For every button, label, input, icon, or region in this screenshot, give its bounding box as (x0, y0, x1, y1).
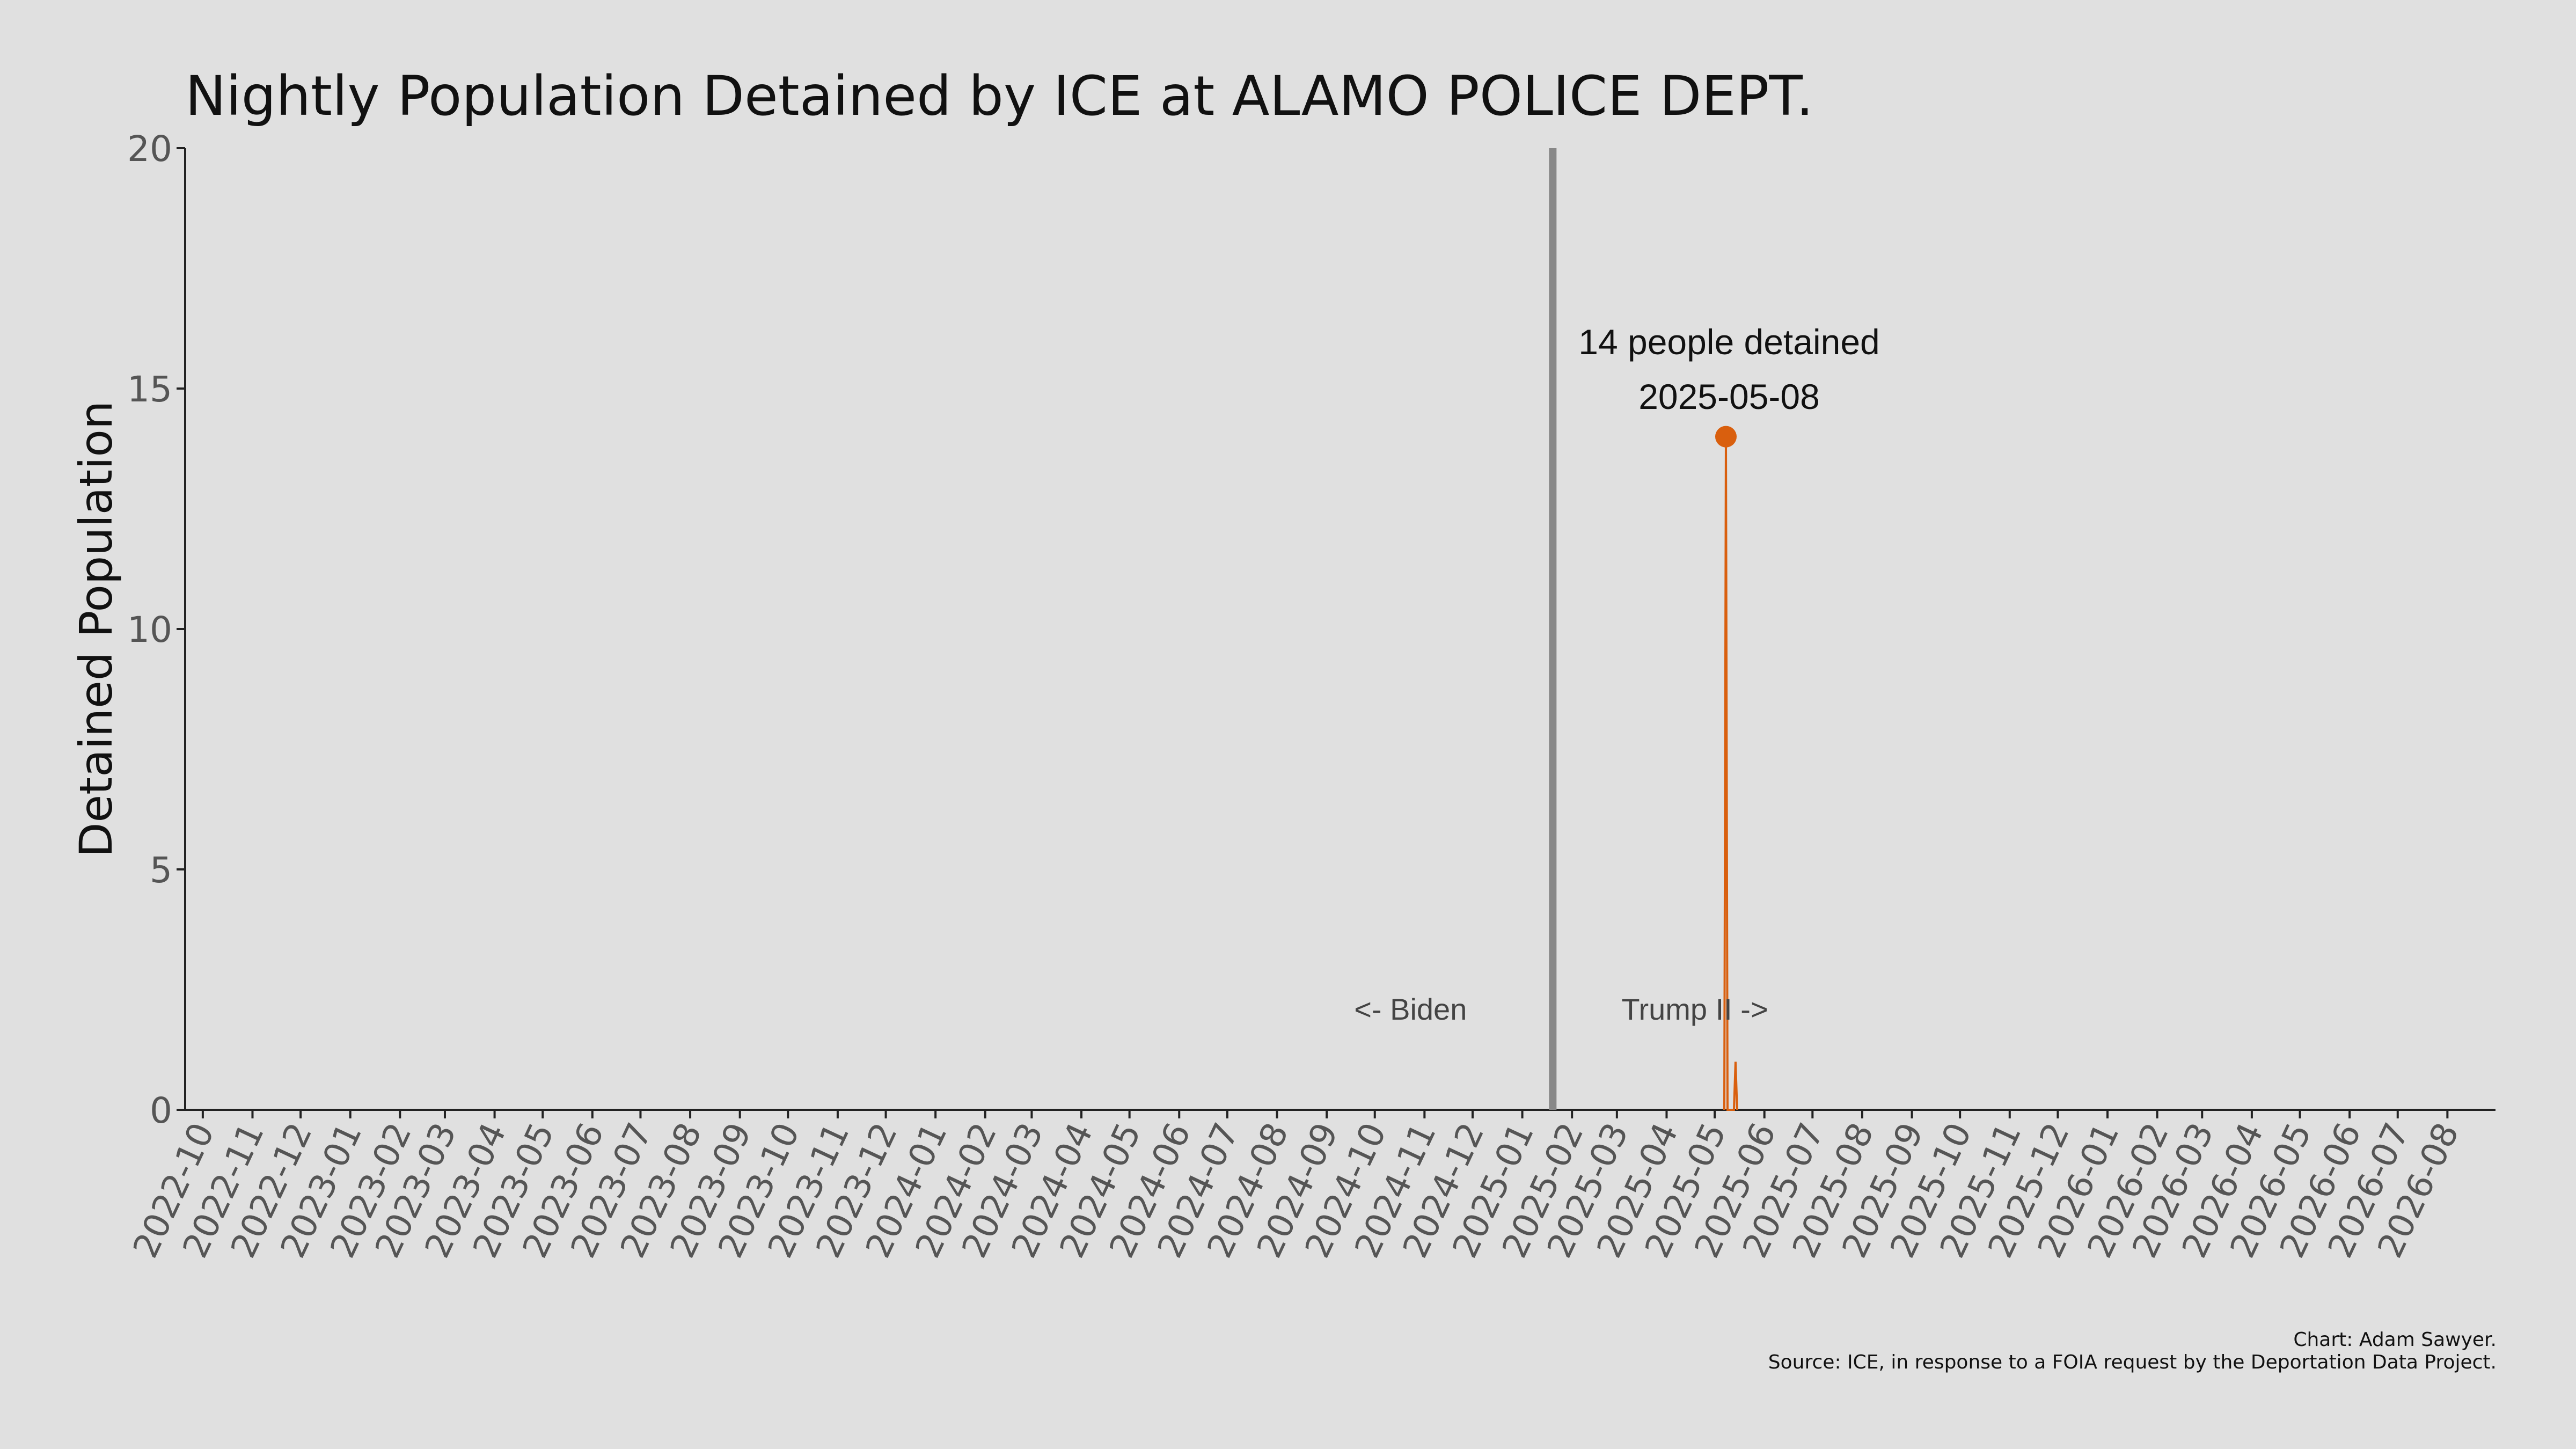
annotations-group: 14 people detained 2025-05-08 <- Biden Trum… (1354, 322, 1880, 1026)
trump-era-label: Trump II -> (1621, 992, 1768, 1026)
peak-annotation-label: 14 people detained (1578, 322, 1880, 362)
biden-era-label: <- Biden (1354, 992, 1467, 1026)
credit-source: Source: ICE, in response to a FOIA reque… (1768, 1351, 2497, 1373)
y-tick-label: 20 (127, 128, 172, 170)
peak-marker (1715, 426, 1737, 448)
series-line (1723, 436, 1738, 1111)
series-group (1723, 436, 1738, 1111)
peak-annotation-date: 2025-05-08 (1638, 377, 1820, 416)
y-tick-label: 10 (127, 609, 172, 650)
y-tick-label: 0 (150, 1090, 172, 1131)
axes: 051015202022-102022-112022-122023-012023… (126, 128, 2496, 1264)
y-tick-label: 15 (127, 369, 172, 410)
y-axis-label: Detained Population (70, 401, 122, 857)
y-tick-label: 5 (150, 850, 172, 891)
chart-title: Nightly Population Detained by ICE at AL… (185, 64, 1814, 128)
credit-author: Chart: Adam Sawyer. (2293, 1329, 2497, 1351)
